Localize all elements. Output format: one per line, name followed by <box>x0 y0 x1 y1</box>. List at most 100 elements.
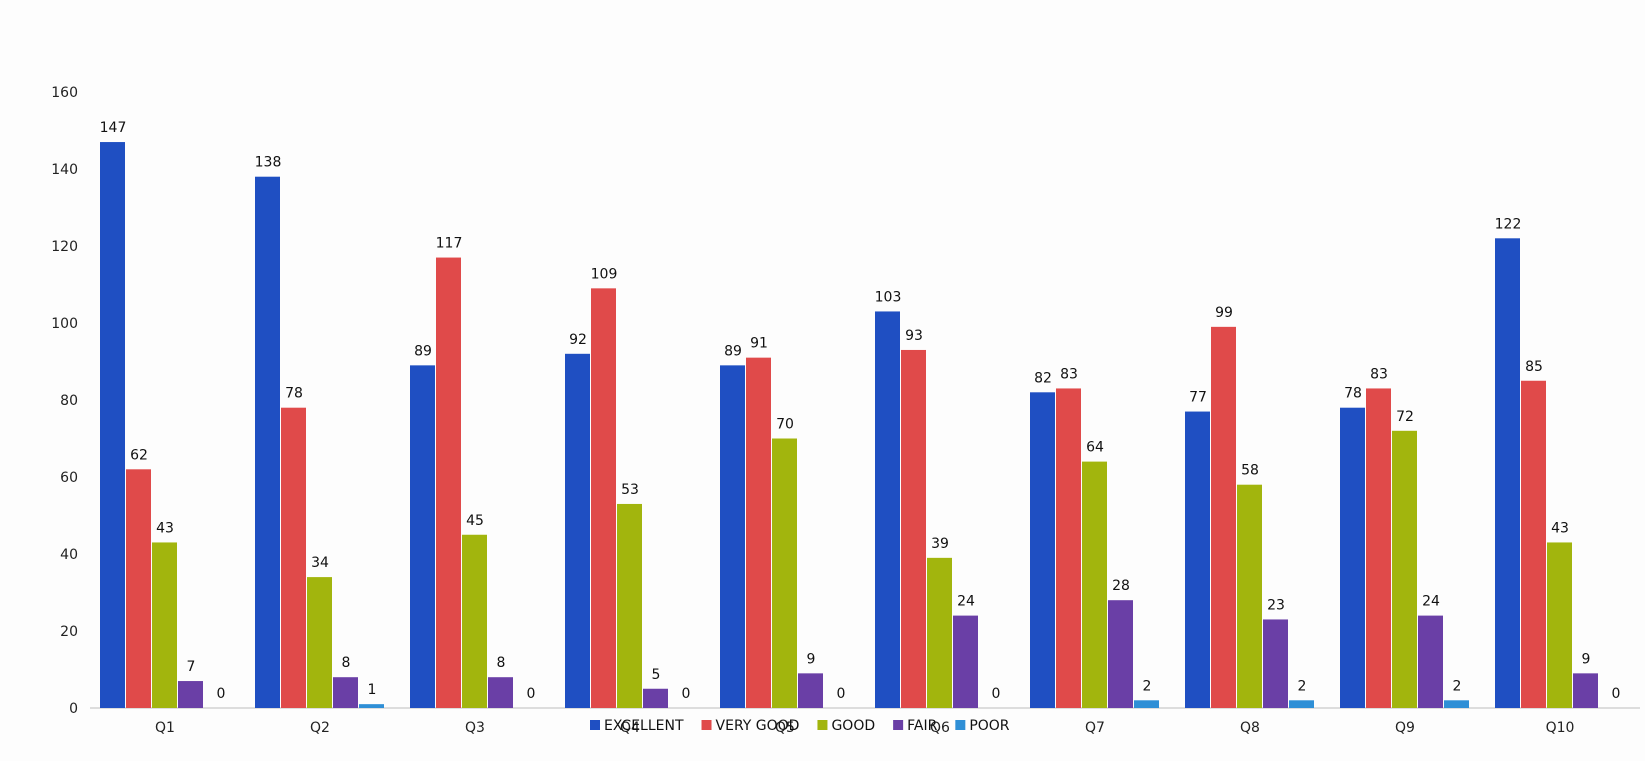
data-label: 5 <box>652 667 661 683</box>
data-label: 24 <box>957 594 975 610</box>
data-label: 62 <box>130 447 148 463</box>
data-label: 99 <box>1215 305 1233 321</box>
bar-good-q5 <box>772 438 797 708</box>
x-tick-label: Q7 <box>1085 720 1105 736</box>
data-label: 0 <box>837 686 846 702</box>
y-tick-label: 100 <box>51 316 78 332</box>
data-label: 8 <box>497 655 506 671</box>
data-label: 109 <box>591 266 618 282</box>
legend-label: GOOD <box>831 718 875 734</box>
data-label: 7 <box>187 659 196 675</box>
data-label: 122 <box>1495 216 1522 232</box>
data-label: 78 <box>1344 386 1362 402</box>
bar-good-q10 <box>1547 542 1572 708</box>
legend-label: FAIR <box>907 718 937 734</box>
bar-poor-q2 <box>359 704 384 708</box>
bar-poor-q9 <box>1444 700 1469 708</box>
bar-good-q6 <box>927 557 952 708</box>
bar-very-good-q6 <box>901 349 926 708</box>
data-label: 0 <box>217 686 226 702</box>
data-label: 70 <box>776 417 794 433</box>
data-label: 72 <box>1396 409 1414 425</box>
bar-good-q1 <box>152 542 177 708</box>
bar-poor-q7 <box>1134 700 1159 708</box>
x-tick-label: Q3 <box>465 720 485 736</box>
legend: EXCELLENT VERY GOOD GOOD FAIR POOR <box>590 718 1010 734</box>
y-tick-label: 80 <box>60 393 78 409</box>
bar-excellent-q5 <box>720 365 745 708</box>
bar-excellent-q7 <box>1030 392 1055 708</box>
bar-excellent-q4 <box>565 353 590 708</box>
bar-fair-q9 <box>1418 615 1443 708</box>
bar-fair-q8 <box>1263 619 1288 708</box>
data-label: 0 <box>1612 686 1621 702</box>
bar-good-q3 <box>462 534 487 708</box>
bar-fair-q4 <box>643 688 668 708</box>
y-tick-label: 120 <box>51 239 78 255</box>
x-tick-label: Q2 <box>310 720 330 736</box>
data-label: 53 <box>621 482 639 498</box>
data-label: 77 <box>1189 390 1207 406</box>
bar-excellent-q8 <box>1185 411 1210 708</box>
x-tick-label: Q5 <box>775 720 795 736</box>
bar-very-good-q4 <box>591 288 616 708</box>
y-tick-label: 160 <box>51 85 78 101</box>
bar-very-good-q9 <box>1366 388 1391 708</box>
data-label: 2 <box>1298 678 1307 694</box>
bar-excellent-q6 <box>875 311 900 708</box>
bars <box>100 142 1598 709</box>
data-label: 9 <box>1582 651 1591 667</box>
bar-good-q2 <box>307 577 332 708</box>
data-label: 2 <box>1143 678 1152 694</box>
x-tick-label: Q9 <box>1395 720 1415 736</box>
bar-poor-q8 <box>1289 700 1314 708</box>
legend-label: POOR <box>969 718 1009 734</box>
data-label: 89 <box>724 343 742 359</box>
legend-swatch <box>893 720 904 730</box>
bar-very-good-q5 <box>746 357 771 708</box>
data-label: 45 <box>466 513 484 529</box>
legend-swatch <box>701 720 712 730</box>
bar-excellent-q2 <box>255 176 280 708</box>
bar-good-q9 <box>1392 430 1417 708</box>
data-label: 23 <box>1267 597 1285 613</box>
bar-good-q8 <box>1237 484 1262 708</box>
data-label: 8 <box>342 655 351 671</box>
bar-excellent-q3 <box>410 365 435 708</box>
x-tick-label: Q1 <box>155 720 175 736</box>
y-tick-label: 0 <box>69 701 78 717</box>
data-label: 117 <box>436 236 463 252</box>
legend-label: VERY GOOD <box>716 718 800 734</box>
legend-swatch <box>955 720 966 730</box>
data-label: 138 <box>255 155 282 171</box>
data-label: 78 <box>285 386 303 402</box>
bar-fair-q5 <box>798 673 823 708</box>
bar-fair-q10 <box>1573 673 1598 708</box>
legend-label: EXCELLENT <box>604 718 684 734</box>
legend-swatch <box>590 720 600 730</box>
bar-fair-q3 <box>488 677 513 708</box>
data-label: 103 <box>875 289 902 305</box>
data-label: 1 <box>368 682 377 698</box>
x-tick-label: Q6 <box>930 720 950 736</box>
y-tick-label: 140 <box>51 162 78 178</box>
bar-very-good-q3 <box>436 257 461 708</box>
bar-fair-q7 <box>1108 600 1133 708</box>
data-label: 34 <box>311 555 329 571</box>
bar-fair-q2 <box>333 677 358 708</box>
y-tick-label: 60 <box>60 470 78 486</box>
bar-good-q7 <box>1082 461 1107 708</box>
y-tick-label: 20 <box>60 624 78 640</box>
data-label: 93 <box>905 328 923 344</box>
bar-excellent-q10 <box>1495 238 1520 709</box>
data-label: 0 <box>527 686 536 702</box>
x-tick-label: Q8 <box>1240 720 1260 736</box>
x-tick-label: Q4 <box>620 720 640 736</box>
data-label: 91 <box>750 336 768 352</box>
data-label: 58 <box>1241 463 1259 479</box>
y-axis: 0 20 40 60 80 100 120 140 160 <box>51 85 78 717</box>
data-label: 147 <box>100 120 127 136</box>
data-label: 43 <box>1551 520 1569 536</box>
